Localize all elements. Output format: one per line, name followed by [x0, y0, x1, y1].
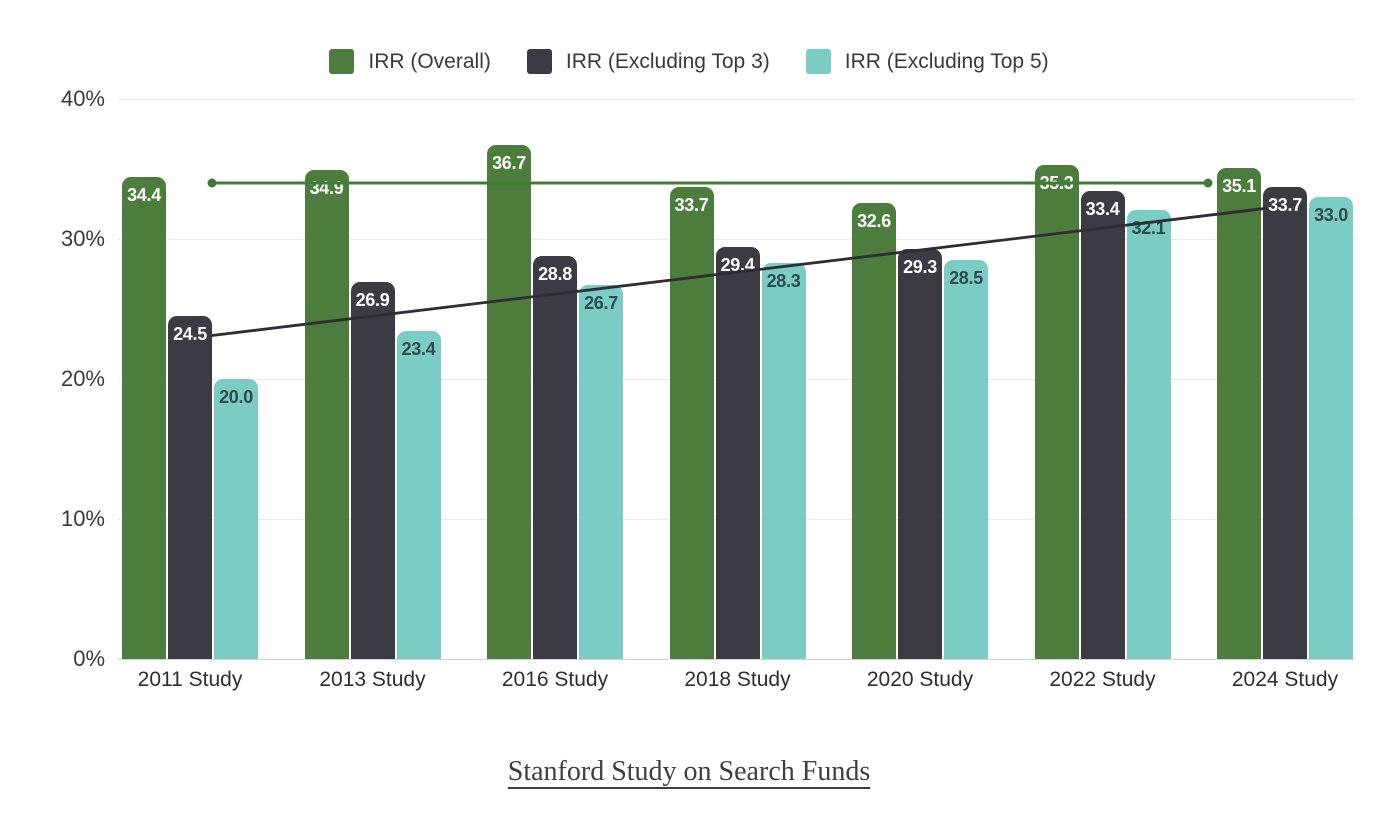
bar-2018-series2: 28.3 — [761, 262, 806, 659]
legend-swatch-overall-icon — [329, 49, 355, 74]
legend-swatch-excl-top3-icon — [526, 49, 552, 74]
x-tick-label-2020: 2020 Study — [866, 668, 974, 691]
legend-item-irr-excl-top5: IRR (Excluding Top 5) — [805, 49, 1049, 74]
bar-value-label: 33.7 — [1268, 195, 1302, 216]
bar-value-label: 28.3 — [766, 270, 801, 291]
x-tick-label-2013: 2013 Study — [319, 668, 426, 691]
overall-average-line-left-dot — [207, 178, 217, 188]
bar-2016-series2: 26.7 — [579, 285, 623, 659]
bar-value-label: 33.0 — [1314, 205, 1348, 225]
bar-2016-series1: 28.8 — [533, 255, 577, 659]
bar-value-label: 26.9 — [355, 290, 390, 311]
bar-value-label: 23.4 — [401, 339, 436, 360]
bar-value-label: 28.8 — [538, 263, 572, 284]
bar-2018-series0: 33.7 — [669, 187, 714, 659]
bar-2011-series0: 34.4 — [122, 177, 166, 659]
bar-value-label: 33.4 — [1085, 199, 1120, 220]
bar-value-label: 24.5 — [173, 324, 207, 344]
bar-value-label: 26.7 — [584, 293, 618, 314]
overall-average-line-right-dot — [1203, 178, 1213, 188]
bar-value-label: 34.9 — [309, 178, 344, 199]
bar-2020-series1: 29.3 — [898, 248, 942, 659]
bar-2020-series2: 28.5 — [944, 260, 988, 659]
bar-2022-series1: 33.4 — [1080, 191, 1125, 659]
chart-legend: IRR (Overall) IRR (Excluding Top 3) IRR … — [0, 49, 1378, 74]
legend-item-irr-overall: IRR (Overall) — [329, 49, 491, 74]
bar-value-label: 35.3 — [1039, 172, 1074, 193]
y-tick-label-10%: 10% — [60, 506, 105, 531]
bar-2016-series0: 36.7 — [487, 145, 531, 659]
bar-2022-series0: 35.3 — [1034, 164, 1079, 659]
y-tick-label-0%: 0% — [73, 646, 105, 671]
gridline-0% — [118, 659, 1355, 660]
plot-area: 34.4 24.5 20.0 34.9 26.9 23.4 36.7 28.8 26.7 33.7… — [118, 99, 1355, 660]
x-tick-label-2018: 2018 Study — [684, 668, 791, 691]
bar-value-label: 32.1 — [1131, 217, 1166, 238]
x-tick-label-2011: 2011 Study — [137, 668, 243, 691]
bar-value-label: 35.1 — [1222, 175, 1256, 196]
bar-value-label: 32.6 — [857, 210, 891, 231]
legend-label-excl-top5: IRR (Excluding Top 5) — [844, 49, 1049, 73]
legend-swatch-excl-top5-icon — [805, 49, 831, 74]
x-axis-labels: 2011 Study 2013 Study 2016 Study 2018 Study… — [118, 668, 1355, 702]
bar-2011-series2: 20.0 — [214, 379, 258, 659]
bar-2011-series1: 24.5 — [168, 316, 212, 659]
bar-2020-series0: 32.6 — [852, 202, 896, 659]
source-link[interactable]: Stanford Study on Search Funds — [507, 756, 871, 787]
y-tick-label-20%: 20% — [60, 366, 105, 391]
bar-2013-series2: 23.4 — [396, 331, 441, 659]
footer: Stanford Study on Search Funds — [0, 756, 1378, 788]
bar-2022-series2: 32.1 — [1126, 209, 1171, 659]
legend-item-irr-excl-top3: IRR (Excluding Top 3) — [526, 49, 770, 74]
y-tick-label-40%: 40% — [60, 86, 105, 111]
bar-2024-series2: 33.0 — [1309, 197, 1353, 659]
legend-label-excl-top3: IRR (Excluding Top 3) — [565, 49, 770, 73]
x-tick-label-2024: 2024 Study — [1231, 668, 1339, 691]
bar-2013-series1: 26.9 — [350, 282, 395, 659]
bar-2024-series1: 33.7 — [1263, 187, 1307, 659]
y-tick-label-30%: 30% — [60, 226, 105, 251]
bar-value-label: 28.5 — [949, 268, 983, 288]
bar-2013-series0: 34.9 — [304, 170, 349, 659]
bar-value-label: 36.7 — [492, 153, 526, 174]
bar-2024-series0: 35.1 — [1217, 167, 1261, 659]
bar-value-label: 29.3 — [903, 256, 937, 277]
bar-value-label: 34.4 — [127, 185, 161, 206]
legend-label-overall: IRR (Overall) — [368, 49, 491, 73]
bar-2018-series1: 29.4 — [715, 247, 760, 659]
gridline-40% — [118, 99, 1355, 100]
x-tick-label-2022: 2022 Study — [1049, 668, 1156, 691]
x-tick-label-2016: 2016 Study — [501, 668, 609, 691]
bar-value-label: 29.4 — [720, 255, 755, 276]
bar-value-label: 20.0 — [219, 387, 253, 407]
y-axis-labels: 0% 10% 20% 30% 40% — [28, 0, 105, 836]
bar-value-label: 33.7 — [674, 195, 709, 216]
